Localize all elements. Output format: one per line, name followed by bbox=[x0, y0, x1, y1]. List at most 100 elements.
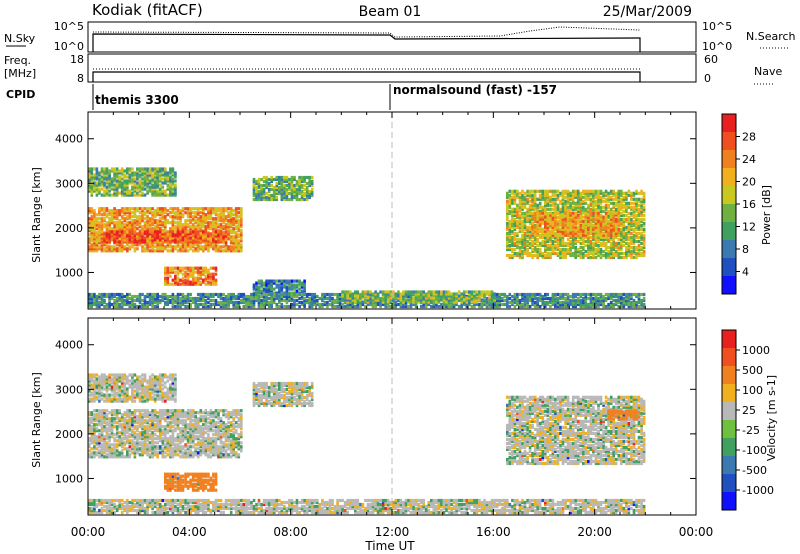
data-cell bbox=[267, 302, 271, 307]
data-cell bbox=[115, 300, 119, 305]
data-cell bbox=[351, 300, 355, 304]
data-cell bbox=[108, 175, 111, 179]
data-cell bbox=[171, 219, 175, 223]
data-cell bbox=[176, 249, 180, 253]
data-cell bbox=[202, 268, 205, 272]
data-cell bbox=[293, 298, 296, 303]
data-cell bbox=[196, 213, 200, 217]
data-cell bbox=[620, 251, 623, 256]
data-cell bbox=[158, 232, 162, 236]
data-cell bbox=[511, 229, 514, 233]
data-cell bbox=[242, 304, 246, 309]
data-cell bbox=[133, 189, 137, 193]
data-cell bbox=[283, 189, 286, 194]
data-cell bbox=[191, 215, 195, 219]
data-cell bbox=[108, 236, 111, 240]
data-cell bbox=[196, 207, 200, 211]
data-cell bbox=[462, 300, 466, 305]
data-cell bbox=[138, 189, 142, 193]
data-cell bbox=[237, 225, 241, 229]
data-cell bbox=[240, 213, 243, 217]
data-cell bbox=[141, 183, 144, 187]
data-cell bbox=[123, 240, 127, 244]
data-cell bbox=[194, 243, 197, 247]
data-cell bbox=[209, 232, 213, 236]
data-cell bbox=[189, 219, 192, 223]
data-cell bbox=[260, 281, 263, 285]
data-cell bbox=[576, 300, 580, 305]
data-cell bbox=[128, 167, 132, 171]
data-cell bbox=[100, 249, 104, 253]
data-cell bbox=[179, 282, 182, 286]
data-cell bbox=[90, 171, 94, 175]
data-cell bbox=[141, 187, 144, 191]
data-cell bbox=[113, 247, 116, 251]
data-cell bbox=[103, 247, 106, 251]
data-cell bbox=[128, 177, 132, 181]
data-cell bbox=[440, 298, 443, 302]
data-cell bbox=[298, 197, 301, 202]
data-cell bbox=[285, 281, 289, 285]
data-cell bbox=[356, 296, 360, 300]
data-cell bbox=[143, 167, 147, 171]
data-cell bbox=[161, 296, 165, 301]
data-cell bbox=[275, 181, 279, 186]
data-cell bbox=[551, 294, 555, 299]
data-cell bbox=[224, 209, 228, 213]
data-cell bbox=[156, 211, 159, 215]
data-cell bbox=[118, 223, 121, 227]
data-cell bbox=[495, 298, 499, 303]
data-cell bbox=[105, 171, 109, 175]
data-cell bbox=[146, 230, 149, 234]
data-cell bbox=[214, 211, 218, 215]
data-cell bbox=[483, 300, 486, 305]
data-cell bbox=[105, 292, 109, 297]
data-cell bbox=[222, 227, 225, 231]
data-cell bbox=[169, 230, 172, 234]
data-cell bbox=[93, 292, 96, 297]
data-cell bbox=[219, 215, 223, 219]
data-cell bbox=[194, 278, 197, 282]
data-cell bbox=[227, 234, 230, 238]
data-cell bbox=[90, 185, 94, 189]
data-cell bbox=[88, 211, 91, 215]
data-cell bbox=[430, 298, 433, 302]
data-cell bbox=[141, 234, 144, 238]
data-cell bbox=[105, 236, 109, 240]
data-cell bbox=[536, 298, 539, 303]
data-cell bbox=[389, 300, 393, 305]
data-cell bbox=[229, 209, 233, 213]
data-cell bbox=[321, 298, 324, 303]
data-cell bbox=[516, 292, 519, 297]
data-cell bbox=[561, 294, 565, 299]
data-cell bbox=[204, 221, 208, 225]
data-cell bbox=[189, 225, 192, 229]
data-cell bbox=[599, 296, 603, 301]
data-cell bbox=[166, 232, 170, 236]
data-cell bbox=[511, 300, 514, 305]
data-cell bbox=[169, 179, 172, 183]
data-cell bbox=[308, 300, 311, 305]
data-cell bbox=[166, 240, 170, 244]
data-cell bbox=[133, 234, 137, 238]
data-cell bbox=[399, 300, 403, 305]
data-cell bbox=[146, 223, 149, 227]
data-cell bbox=[118, 185, 121, 189]
data-cell bbox=[108, 181, 111, 185]
cpid-segment-2: normalsound (fast) -157 bbox=[393, 83, 557, 97]
data-cell bbox=[103, 236, 106, 240]
data-cell bbox=[414, 296, 418, 300]
data-cell bbox=[594, 302, 598, 307]
data-cell bbox=[285, 189, 289, 194]
data-cell bbox=[495, 294, 499, 299]
data-cell bbox=[207, 227, 210, 231]
data-cell bbox=[290, 304, 294, 309]
data-cell bbox=[95, 243, 99, 247]
data-cell bbox=[300, 189, 304, 194]
data-cell bbox=[164, 167, 167, 171]
data-cell bbox=[95, 300, 99, 305]
data-cell bbox=[153, 187, 157, 191]
data-cell bbox=[156, 185, 159, 189]
data-cell bbox=[98, 241, 101, 245]
data-cell bbox=[126, 215, 129, 219]
